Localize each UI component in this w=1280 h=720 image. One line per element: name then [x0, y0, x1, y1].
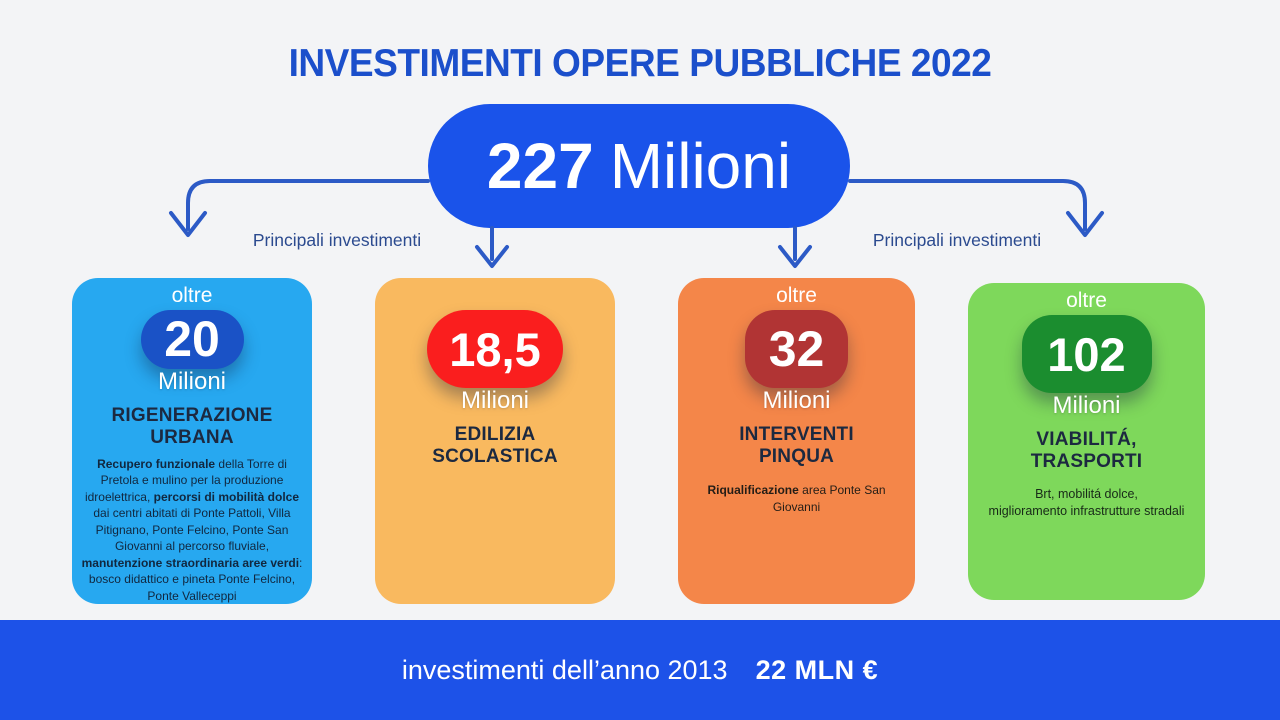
card-heading: RIGENERAZIONE URBANA	[111, 404, 273, 448]
card-heading: VIABILITÁ, TRASPORTI	[1030, 429, 1143, 472]
card-rigenerazione-urbana: oltre 20 Milioni RIGENERAZIONE URBANA Re…	[72, 278, 312, 604]
card-qualifier: oltre	[1066, 289, 1107, 312]
arrow-to-card-3-head-icon	[778, 245, 812, 268]
card-interventi-pinqua: oltre 32 Milioni INTERVENTI PINQUA Riqua…	[678, 278, 915, 604]
amount-value: 32	[768, 321, 825, 377]
card-description: Riqualificazione area Ponte San Giovanni	[707, 483, 886, 514]
amount-badge: 20	[140, 310, 244, 369]
card-heading: EDILIZIA SCOLASTICA	[432, 424, 558, 467]
footer-bar: investimenti dell’anno 2013 22 MLN €	[0, 620, 1280, 720]
amount-badge: 18,5	[427, 310, 563, 388]
card-edilizia-scolastica: 18,5 Milioni EDILIZIA SCOLASTICA	[375, 278, 615, 604]
footer-label: investimenti dell’anno 2013	[401, 654, 728, 685]
amount-value: 102	[1047, 327, 1126, 381]
label-principal-investments-right: Principali investimenti	[872, 230, 1042, 250]
arrow-to-card-2-head-icon	[475, 245, 509, 268]
amount-badge: 32	[745, 310, 848, 388]
page-title: INVESTIMENTI OPERE PUBBLICHE 2022	[288, 42, 992, 85]
footer-amount: 22 MLN €	[755, 654, 879, 685]
arrow-to-card-4-icon	[848, 179, 1087, 231]
card-description: Recupero funzionale della Torre di Preto…	[81, 456, 303, 603]
amount-value: 20	[164, 311, 220, 368]
total-investment-pill: 227 Milioni	[428, 104, 850, 228]
arrow-to-card-4-head-icon	[1066, 211, 1104, 237]
card-viabilita-trasporti: oltre 102 Milioni VIABILITÁ, TRASPORTI B…	[968, 283, 1205, 600]
card-description: Brt, mobilitá dolce, miglioramento infras…	[988, 487, 1185, 518]
amount-badge: 102	[1021, 315, 1152, 393]
arrow-to-card-1-head-icon	[169, 211, 207, 237]
card-qualifier: oltre	[776, 284, 817, 307]
amount-unit: Milioni	[1052, 392, 1121, 419]
total-amount: 227	[486, 130, 594, 202]
total-unit: Milioni	[609, 130, 792, 202]
amount-unit: Milioni	[762, 387, 831, 414]
card-qualifier: oltre	[171, 284, 213, 307]
amount-unit: Milioni	[460, 387, 529, 414]
label-principal-investments-left: Principali investimenti	[252, 230, 422, 250]
amount-value: 18,5	[449, 322, 541, 376]
amount-unit: Milioni	[157, 367, 226, 395]
arrow-to-card-1-icon	[186, 179, 430, 231]
card-heading: INTERVENTI PINQUA	[739, 424, 854, 467]
